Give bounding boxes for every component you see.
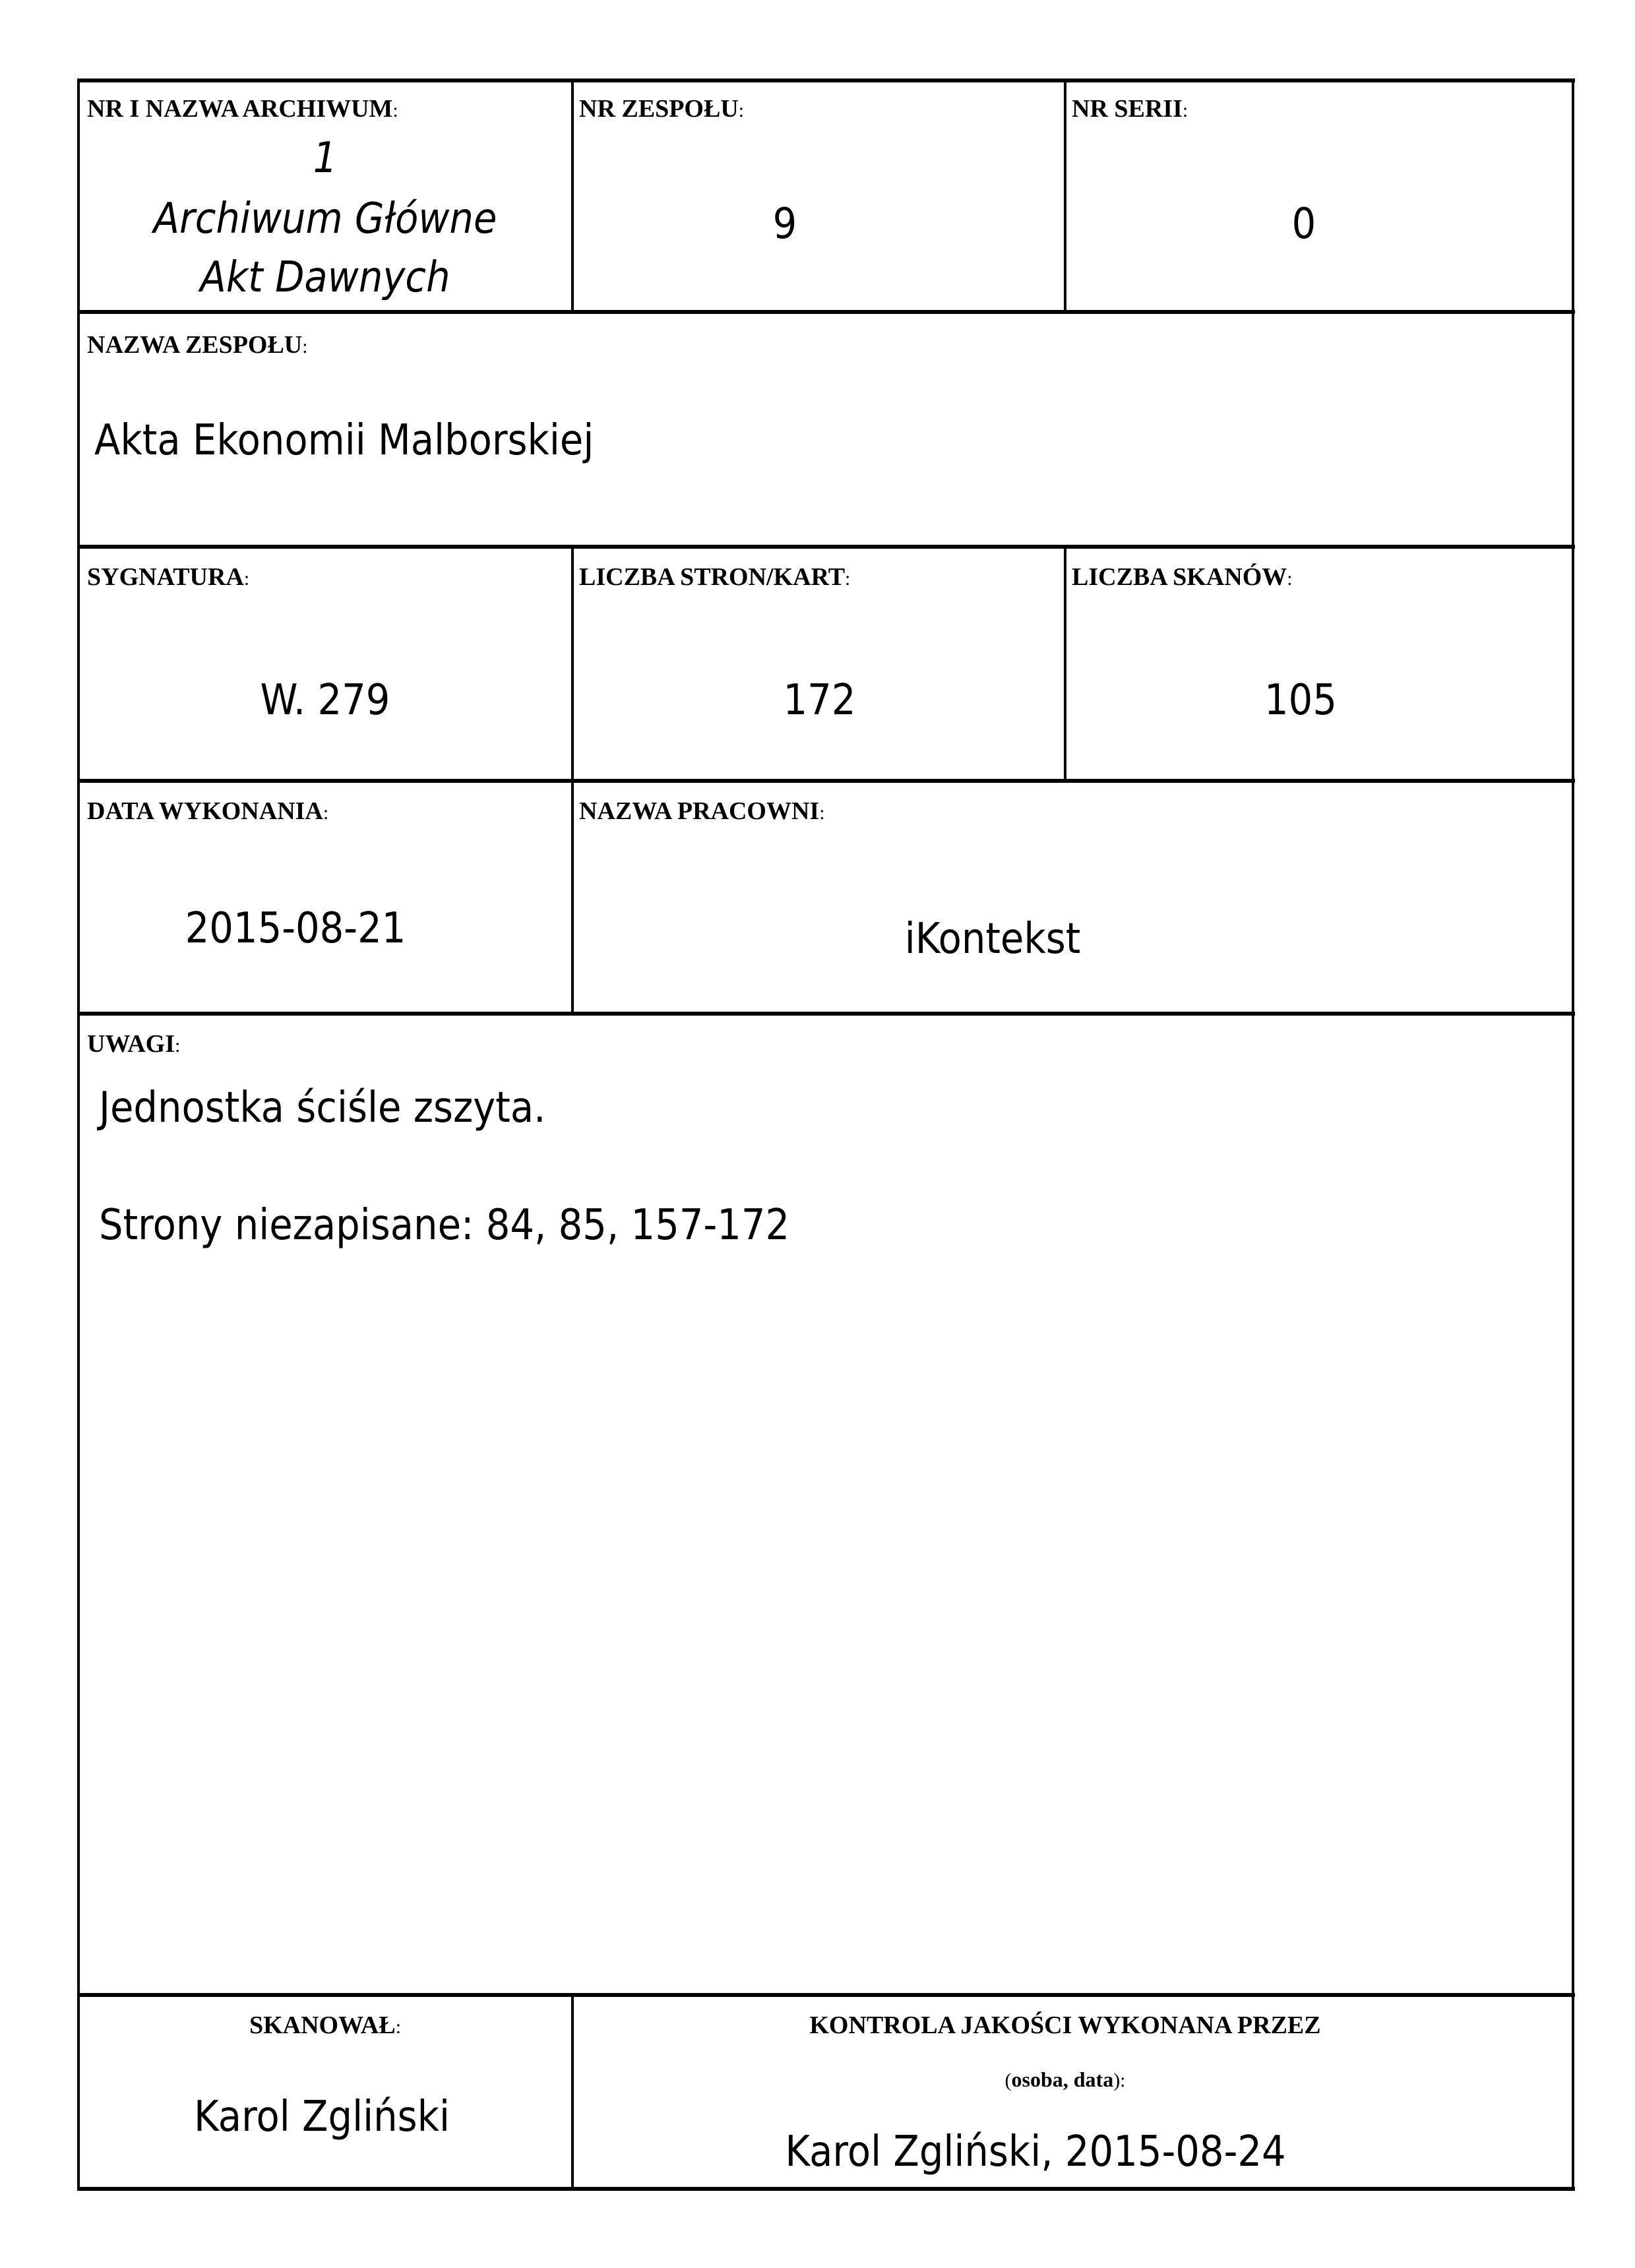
fonds-number-value: 9 <box>772 200 797 249</box>
row-divider <box>78 545 1575 549</box>
signature-label: SYGNATURA: <box>87 563 250 591</box>
remarks-line1: Jednostka ściśle zszyta. <box>99 1084 546 1132</box>
label-text: SYGNATURA <box>87 563 244 591</box>
col-divider <box>571 1993 574 2190</box>
workshop-label: NAZWA PRACOWNI: <box>579 797 825 825</box>
remarks-label: UWAGI: <box>87 1030 181 1058</box>
scanned-by-value: Karol Zgliński <box>194 2093 450 2141</box>
signature-value: W. 279 <box>260 676 390 725</box>
col-divider <box>1064 545 1066 780</box>
fonds-number-label: NR ZESPOŁU: <box>579 95 745 123</box>
archive-label: NR I NAZWA ARCHIWUM: <box>87 95 398 123</box>
series-number-value: 0 <box>1291 200 1316 249</box>
label-text: DATA WYKONANIA <box>87 797 323 825</box>
label-text: LICZBA STRON/KART <box>579 563 846 591</box>
label-text: UWAGI <box>87 1030 175 1058</box>
label-text: NAZWA PRACOWNI <box>579 797 820 825</box>
pages-value: 172 <box>783 676 856 725</box>
fonds-name-value: Akta Ekonomii Malborskiej <box>94 416 594 465</box>
col-divider <box>1064 78 1066 314</box>
scans-value: 105 <box>1264 676 1337 725</box>
quality-control-sublabel: (osoba, data): <box>1004 2068 1126 2091</box>
remarks-line2: Strony niezapisane: 84, 85, 157-172 <box>99 1201 790 1250</box>
row-divider <box>78 1012 1575 1016</box>
col-divider <box>571 545 574 780</box>
label-text: NR ZESPOŁU <box>579 95 739 123</box>
scans-label: LICZBA SKANÓW: <box>1072 563 1293 591</box>
workshop-value: iKontekst <box>904 915 1081 964</box>
quality-control-value: Karol Zgliński, 2015-08-24 <box>785 2128 1286 2176</box>
date-label: DATA WYKONANIA: <box>87 797 329 825</box>
scanned-by-label: SKANOWAŁ: <box>249 2011 402 2039</box>
border-right <box>1572 78 1574 2191</box>
series-number-label: NR SERII: <box>1072 95 1188 123</box>
archive-number: 1 <box>313 134 338 183</box>
quality-control-label: KONTROLA JAKOŚCI WYKONANA PRZEZ <box>809 2011 1321 2039</box>
date-value: 2015-08-21 <box>185 904 406 953</box>
label-text: LICZBA SKANÓW <box>1072 563 1287 591</box>
label-text: SKANOWAŁ <box>249 2011 396 2039</box>
border-left <box>77 78 80 2191</box>
col-divider <box>571 78 574 314</box>
row-divider <box>78 779 1575 783</box>
border-top <box>78 78 1575 82</box>
border-bottom <box>78 2187 1575 2191</box>
row-divider <box>78 310 1575 314</box>
label-text: osoba, data <box>1011 2068 1114 2091</box>
archive-name-line2: Akt Dawnych <box>200 253 450 302</box>
label-text: NR I NAZWA ARCHIWUM <box>87 95 393 123</box>
col-divider <box>571 779 574 1014</box>
pages-label: LICZBA STRON/KART: <box>579 563 851 591</box>
row-divider <box>78 1993 1575 1997</box>
label-text: NAZWA ZESPOŁU <box>87 331 303 359</box>
fonds-name-label: NAZWA ZESPOŁU: <box>87 331 308 359</box>
label-text: NR SERII <box>1072 95 1183 123</box>
archive-name-line1: Archiwum Główne <box>153 195 497 243</box>
